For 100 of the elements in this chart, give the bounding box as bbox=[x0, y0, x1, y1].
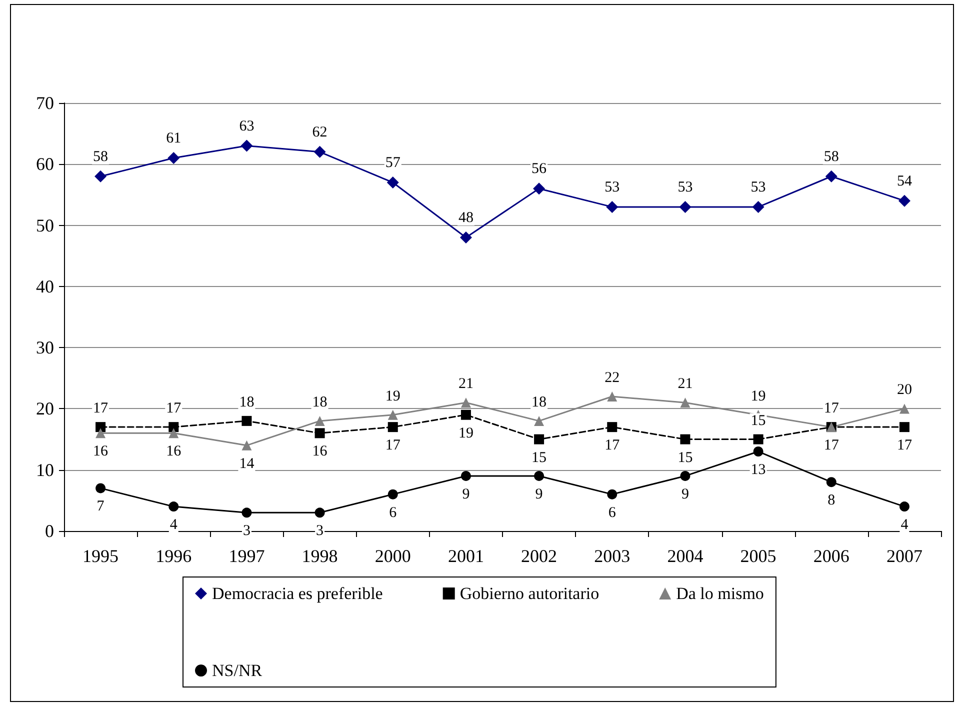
point bbox=[94, 170, 107, 182]
data-label: 53 bbox=[750, 179, 766, 196]
point bbox=[680, 398, 690, 408]
y-tick-label: 20 bbox=[36, 398, 54, 419]
point bbox=[534, 416, 544, 426]
point bbox=[242, 416, 252, 426]
data-label: 17 bbox=[604, 438, 620, 454]
data-label: 15 bbox=[750, 412, 766, 429]
x-tick-label: 1998 bbox=[302, 546, 338, 566]
data-label: 53 bbox=[678, 179, 693, 196]
point bbox=[242, 508, 252, 518]
x-tick-label: 2000 bbox=[374, 546, 411, 566]
point bbox=[386, 176, 399, 188]
x-tick-label: 2005 bbox=[740, 546, 776, 566]
point bbox=[168, 422, 179, 432]
point bbox=[388, 489, 398, 500]
data-label: 17 bbox=[93, 400, 109, 417]
data-label: 18 bbox=[532, 394, 547, 410]
y-tick-label: 30 bbox=[36, 338, 54, 358]
x-tick-label: 2004 bbox=[667, 546, 704, 566]
point bbox=[314, 146, 326, 158]
data-label: 4 bbox=[900, 517, 909, 534]
point bbox=[753, 434, 764, 444]
point bbox=[825, 170, 838, 182]
point bbox=[752, 200, 764, 213]
point bbox=[242, 440, 252, 450]
data-label: 13 bbox=[750, 462, 766, 478]
point bbox=[899, 422, 910, 432]
data-label: 16 bbox=[312, 444, 328, 460]
point bbox=[680, 470, 690, 481]
point bbox=[314, 428, 325, 438]
data-label: 15 bbox=[678, 450, 693, 466]
x-tick-label: 2007 bbox=[886, 546, 922, 566]
point bbox=[534, 434, 544, 444]
data-label: 16 bbox=[93, 444, 109, 460]
y-tick-label: 10 bbox=[36, 460, 54, 480]
x-tick-label: 2001 bbox=[448, 546, 484, 566]
point bbox=[168, 428, 179, 438]
point bbox=[388, 422, 398, 432]
point bbox=[899, 404, 910, 414]
x-tick-label: 2003 bbox=[594, 546, 630, 566]
y-tick-label: 40 bbox=[36, 276, 54, 296]
legend-label: Da lo mismo bbox=[676, 584, 764, 603]
point bbox=[96, 422, 106, 432]
data-label: 4 bbox=[170, 517, 178, 534]
data-label: 8 bbox=[828, 492, 836, 509]
legend-label: Democracia es preferible bbox=[212, 584, 383, 603]
point bbox=[898, 194, 910, 207]
data-label: 57 bbox=[385, 154, 401, 171]
data-label: 56 bbox=[532, 161, 548, 178]
data-label: 17 bbox=[166, 400, 182, 417]
point bbox=[460, 410, 471, 420]
data-label: 19 bbox=[458, 425, 474, 442]
data-label: 15 bbox=[532, 450, 547, 466]
data-label: 18 bbox=[239, 394, 254, 410]
y-tick-label: 0 bbox=[45, 521, 54, 541]
data-label: 7 bbox=[96, 498, 105, 515]
x-tick-label: 2002 bbox=[521, 546, 558, 566]
y-tick-label: 70 bbox=[36, 93, 54, 113]
data-label: 17 bbox=[385, 438, 401, 454]
data-label: 18 bbox=[312, 394, 328, 410]
data-label: 53 bbox=[604, 179, 620, 196]
data-label: 9 bbox=[681, 486, 689, 502]
point bbox=[314, 416, 325, 426]
point bbox=[240, 140, 253, 152]
data-label: 61 bbox=[166, 130, 182, 147]
x-tick-label: 1997 bbox=[228, 546, 265, 566]
point bbox=[460, 232, 472, 244]
data-label: 48 bbox=[458, 210, 474, 226]
point bbox=[533, 182, 546, 195]
data-label: 22 bbox=[604, 370, 620, 386]
point bbox=[314, 508, 325, 518]
point bbox=[607, 489, 618, 500]
point bbox=[826, 477, 836, 488]
data-label: 19 bbox=[385, 388, 400, 404]
x-tick-label: 2006 bbox=[813, 546, 850, 566]
point bbox=[388, 410, 398, 420]
point bbox=[168, 502, 179, 512]
y-tick-label: 50 bbox=[36, 215, 54, 236]
data-label: 17 bbox=[824, 400, 840, 417]
point bbox=[680, 434, 690, 444]
data-label: 19 bbox=[750, 388, 766, 404]
data-label: 58 bbox=[824, 148, 839, 165]
data-label: 9 bbox=[462, 486, 470, 502]
point bbox=[460, 398, 471, 408]
x-tick-label: 1996 bbox=[156, 546, 192, 566]
point bbox=[606, 200, 618, 213]
data-label: 3 bbox=[316, 523, 324, 540]
data-label: 6 bbox=[608, 504, 616, 521]
data-label: 62 bbox=[312, 124, 328, 140]
data-label: 63 bbox=[239, 118, 254, 134]
point bbox=[168, 152, 180, 164]
data-label: 14 bbox=[239, 456, 255, 472]
y-tick-label: 60 bbox=[36, 154, 54, 174]
data-label: 16 bbox=[166, 444, 182, 460]
data-label: 3 bbox=[242, 523, 250, 540]
data-label: 21 bbox=[458, 376, 474, 392]
point bbox=[96, 428, 106, 438]
point bbox=[607, 422, 618, 432]
x-tick-label: 1995 bbox=[82, 546, 119, 566]
